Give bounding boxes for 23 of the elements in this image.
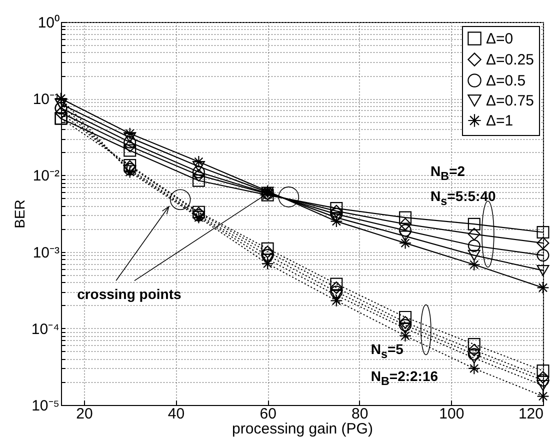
x-tick-label: 80 [352,406,368,422]
x-tick-label: 100 [439,406,464,422]
y-axis-title: BER [11,200,28,228]
annotation: N$_{B}$=2 [430,163,466,183]
x-tick-label: 40 [168,406,185,422]
legend-label: Δ=0 [486,30,514,48]
annotation: crossing points [77,286,182,302]
legend-label: Δ=1 [486,112,514,130]
y-tick-label: 10⁻⁴ [31,320,60,338]
y-tick-label: 10⁰ [38,14,60,32]
legend-label: Δ=0.75 [486,92,534,110]
annotation: N$_{B}$=2:2:16 [370,368,438,388]
annotation: N$_{s}$=5 [370,340,404,360]
y-tick-label: 10⁻² [32,168,60,185]
legend-label: Δ=0.5 [486,72,526,90]
y-tick-label: 10⁻⁵ [32,398,60,414]
legend-label: Δ=0.25 [486,52,534,68]
x-tick-label: 60 [260,406,276,422]
annotation: N$_{s}$=5:5:40 [430,188,496,208]
x-tick-label: 20 [76,406,93,422]
x-axis-title: processing gain (PG) [232,420,373,438]
y-tick-label: 10⁻³ [32,244,60,262]
x-tick-label: 120 [518,406,544,422]
